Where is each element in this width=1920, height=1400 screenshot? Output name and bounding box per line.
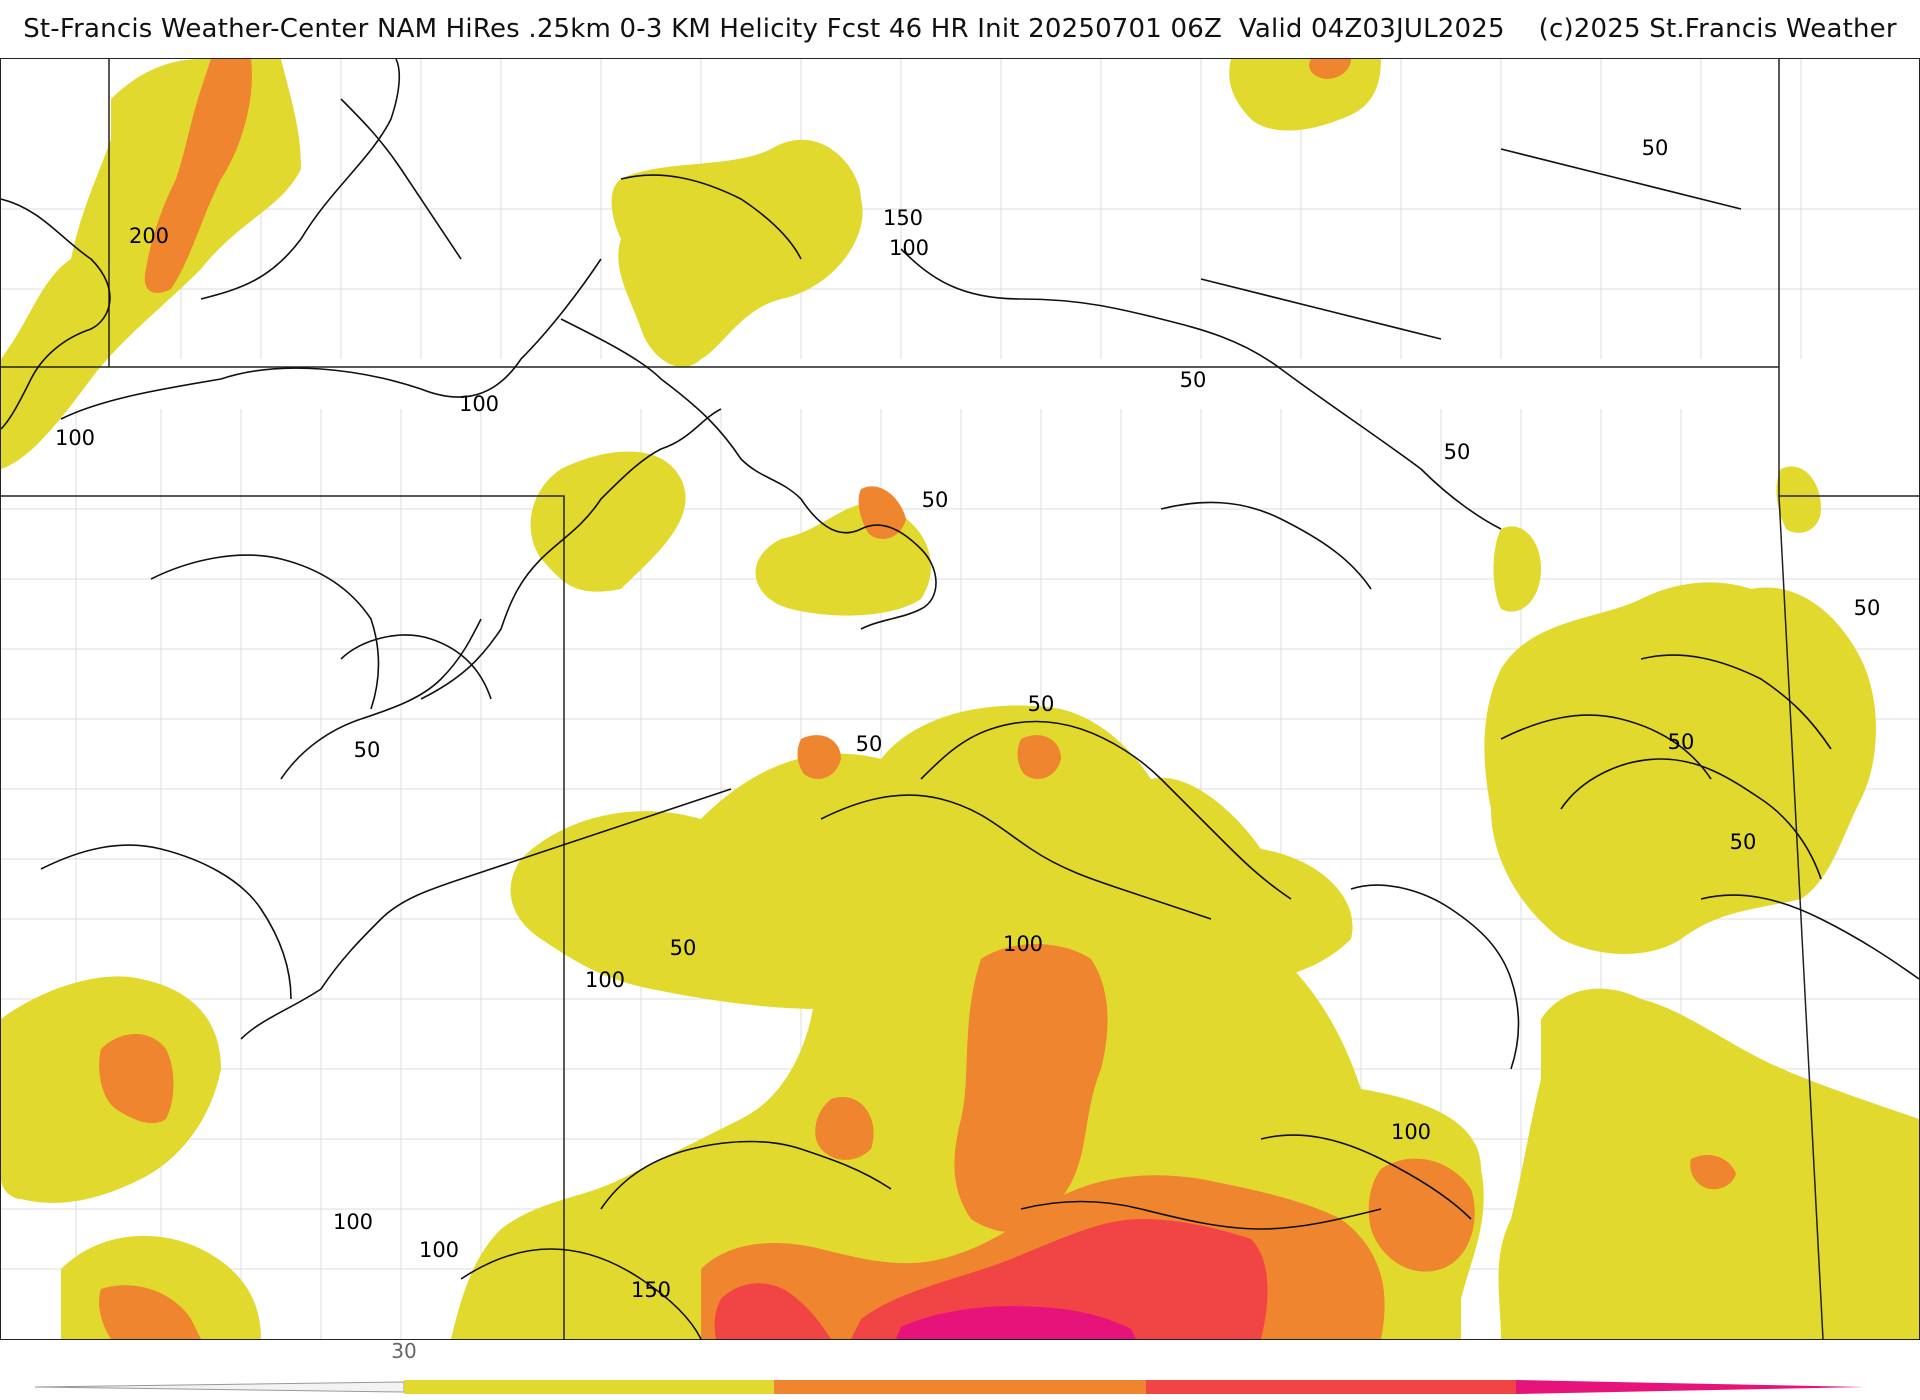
- contour-label-12: 50: [856, 732, 883, 756]
- helicity-map: 200 150 100 100 100 50 50 50 50 50 50 50…: [1, 59, 1919, 1339]
- contour-label-7: 50: [1180, 368, 1207, 392]
- contour-label-14: 50: [354, 738, 381, 762]
- contour-label-17: 100: [585, 968, 625, 992]
- contour-label-21: 150: [631, 1278, 671, 1302]
- contour-label-19: 50: [670, 936, 697, 960]
- contour-label-9: 50: [922, 488, 949, 512]
- contour-label-5: 100: [55, 426, 95, 450]
- map-title: St-Francis Weather-Center NAM HiRes .25k…: [0, 0, 1920, 58]
- colorbar-segment-2: [774, 1380, 1146, 1394]
- contour-labels: 200 150 100 100 100 50 50 50 50 50 50 50…: [55, 136, 1880, 1302]
- contour-label-22: 100: [333, 1210, 373, 1234]
- contour-label-10: 50: [1854, 596, 1881, 620]
- colorbar-segment-1: [404, 1380, 774, 1394]
- contour-label-13: 50: [1668, 730, 1695, 754]
- contour-label-4: 100: [459, 392, 499, 416]
- helicity-contours: [1, 59, 1919, 1339]
- magenta-helicity-regions: [896, 1306, 1136, 1339]
- contour-label-6: 50: [1642, 136, 1669, 160]
- colorbar-svg: 30: [34, 1339, 1865, 1394]
- contour-label-8: 50: [1444, 440, 1471, 464]
- contour-label-1: 200: [129, 224, 169, 248]
- colorbar-segment-3: [1146, 1380, 1516, 1394]
- contour-label-16: 50: [1730, 830, 1757, 854]
- contour-label-20: 100: [419, 1238, 459, 1262]
- map-title-text: St-Francis Weather-Center NAM HiRes .25k…: [23, 14, 1897, 44]
- state-borders: [1, 59, 1919, 1339]
- colorbar-left-triangle: [34, 1381, 405, 1393]
- colorbar-tick-label: 30: [391, 1339, 416, 1363]
- contour-label-3: 100: [889, 236, 929, 260]
- contour-label-2: 150: [883, 206, 923, 230]
- colorbar: 30: [0, 1338, 1920, 1400]
- red-helicity-regions: [714, 1219, 1268, 1339]
- contour-label-18: 100: [1391, 1120, 1431, 1144]
- colorbar-right-triangle: [1516, 1380, 1865, 1394]
- map-frame: 200 150 100 100 100 50 50 50 50 50 50 50…: [0, 58, 1920, 1340]
- contour-label-15: 100: [1003, 932, 1043, 956]
- contour-label-11: 50: [1028, 692, 1055, 716]
